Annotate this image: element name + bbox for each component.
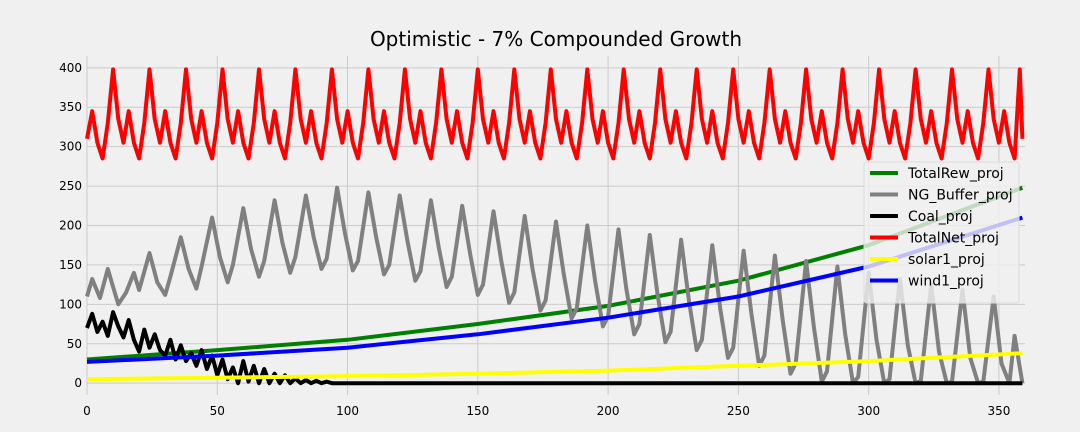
- y-tick-label: 100: [59, 297, 82, 311]
- series-line-wind1-proj: [86, 215, 1024, 364]
- legend-item: TotalRew_proj: [870, 166, 1004, 182]
- series-line-totalnet-proj: [85, 67, 1025, 161]
- legend: TotalRew_proj NG_Buffer_proj Coal_proj Tota…: [863, 161, 1020, 304]
- y-tick-label: 150: [59, 258, 82, 272]
- series-line-solar1-proj: [86, 351, 1023, 382]
- x-tick-label: 50: [210, 404, 225, 418]
- legend-item: Coal_proj: [870, 209, 973, 225]
- legend-label: solar1_proj: [908, 252, 985, 268]
- series-line-totalrew-proj: [86, 185, 1024, 362]
- y-tick-label: 350: [59, 100, 82, 114]
- x-tick-label: 0: [83, 404, 91, 418]
- y-tick: 350: [59, 100, 82, 114]
- y-tick-label: 400: [59, 61, 82, 75]
- series-line-coal-proj: [85, 310, 1023, 386]
- x-tick: 100: [336, 404, 359, 418]
- y-tick: 0: [74, 376, 82, 390]
- legend-item: wind1_proj: [870, 274, 984, 290]
- x-tick: 300: [857, 404, 880, 418]
- x-tick-label: 100: [336, 404, 359, 418]
- x-axis-ticks: 0 50 100 150 200 250 300 350: [83, 404, 1010, 418]
- x-tick-label: 350: [987, 404, 1010, 418]
- y-tick: 100: [59, 297, 82, 311]
- y-tick: 150: [59, 258, 82, 272]
- x-tick-label: 150: [466, 404, 489, 418]
- x-tick: 250: [727, 404, 750, 418]
- y-tick: 250: [59, 179, 82, 193]
- legend-label: NG_Buffer_proj: [908, 188, 1013, 204]
- x-tick: 50: [210, 404, 225, 418]
- x-tick: 350: [987, 404, 1010, 418]
- x-tick: 200: [597, 404, 620, 418]
- y-tick: 300: [59, 140, 82, 154]
- y-tick-label: 250: [59, 179, 82, 193]
- chart-title: Optimistic - 7% Compounded Growth: [370, 27, 742, 51]
- legend-item: solar1_proj: [870, 252, 985, 268]
- y-tick-label: 200: [59, 219, 82, 233]
- legend-item: NG_Buffer_proj: [870, 188, 1013, 204]
- legend-label: TotalRew_proj: [907, 166, 1004, 182]
- y-tick-label: 0: [74, 376, 82, 390]
- legend-item: TotalNet_proj: [870, 231, 999, 247]
- y-tick-label: 50: [67, 337, 82, 351]
- x-tick-label: 300: [857, 404, 880, 418]
- x-tick-label: 200: [597, 404, 620, 418]
- x-tick: 150: [466, 404, 489, 418]
- legend-label: TotalNet_proj: [907, 231, 999, 247]
- y-axis-ticks: 0 50 100 150 200 250 300 350 400: [59, 61, 82, 390]
- y-tick: 200: [59, 219, 82, 233]
- legend-box: [863, 161, 1020, 304]
- legend-label: Coal_proj: [908, 209, 973, 225]
- y-tick-label: 300: [59, 140, 82, 154]
- y-tick: 50: [67, 337, 82, 351]
- x-tick-label: 250: [727, 404, 750, 418]
- legend-label: wind1_proj: [908, 274, 984, 290]
- y-tick: 400: [59, 61, 82, 75]
- x-tick: 0: [83, 404, 91, 418]
